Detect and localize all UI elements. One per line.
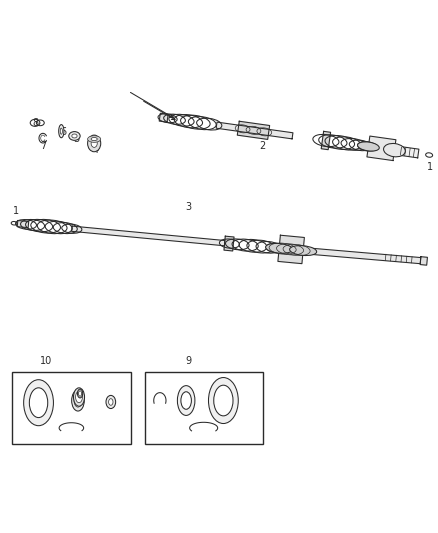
Text: 2: 2 xyxy=(259,141,265,151)
Polygon shape xyxy=(71,226,225,246)
Polygon shape xyxy=(224,236,234,251)
Polygon shape xyxy=(278,235,304,264)
Ellipse shape xyxy=(88,135,101,152)
Ellipse shape xyxy=(78,391,81,396)
Text: 6: 6 xyxy=(60,127,67,136)
Ellipse shape xyxy=(91,138,97,141)
Ellipse shape xyxy=(214,385,233,416)
Text: 8: 8 xyxy=(33,118,39,128)
Text: 5: 5 xyxy=(74,134,80,144)
Ellipse shape xyxy=(59,125,64,138)
Polygon shape xyxy=(394,146,419,158)
Text: 10: 10 xyxy=(40,357,52,366)
Polygon shape xyxy=(17,221,29,228)
Text: 4: 4 xyxy=(92,146,99,156)
Ellipse shape xyxy=(265,244,293,253)
Ellipse shape xyxy=(208,377,238,424)
Polygon shape xyxy=(306,248,421,264)
Ellipse shape xyxy=(29,388,48,417)
Ellipse shape xyxy=(91,140,97,147)
Ellipse shape xyxy=(177,386,195,415)
Ellipse shape xyxy=(290,246,317,255)
Ellipse shape xyxy=(24,379,53,426)
Ellipse shape xyxy=(76,391,82,403)
Text: 1: 1 xyxy=(13,206,19,216)
Polygon shape xyxy=(237,122,270,140)
Text: 9: 9 xyxy=(185,357,191,366)
Polygon shape xyxy=(367,136,396,160)
Ellipse shape xyxy=(60,128,63,134)
Text: 7: 7 xyxy=(40,141,46,151)
Polygon shape xyxy=(321,131,331,150)
Polygon shape xyxy=(420,257,427,265)
Polygon shape xyxy=(216,122,293,139)
Ellipse shape xyxy=(72,390,84,411)
Ellipse shape xyxy=(72,134,77,138)
Text: 3: 3 xyxy=(185,203,191,212)
Ellipse shape xyxy=(357,142,379,151)
Bar xyxy=(12,372,131,444)
Ellipse shape xyxy=(78,389,83,398)
Ellipse shape xyxy=(106,395,116,408)
Bar xyxy=(145,372,263,444)
Ellipse shape xyxy=(88,136,101,142)
Ellipse shape xyxy=(109,399,113,405)
Polygon shape xyxy=(159,113,168,122)
Ellipse shape xyxy=(384,143,405,157)
Ellipse shape xyxy=(181,392,191,409)
Ellipse shape xyxy=(74,388,85,406)
Ellipse shape xyxy=(69,132,80,140)
Text: 1: 1 xyxy=(427,161,433,172)
Ellipse shape xyxy=(74,394,82,407)
